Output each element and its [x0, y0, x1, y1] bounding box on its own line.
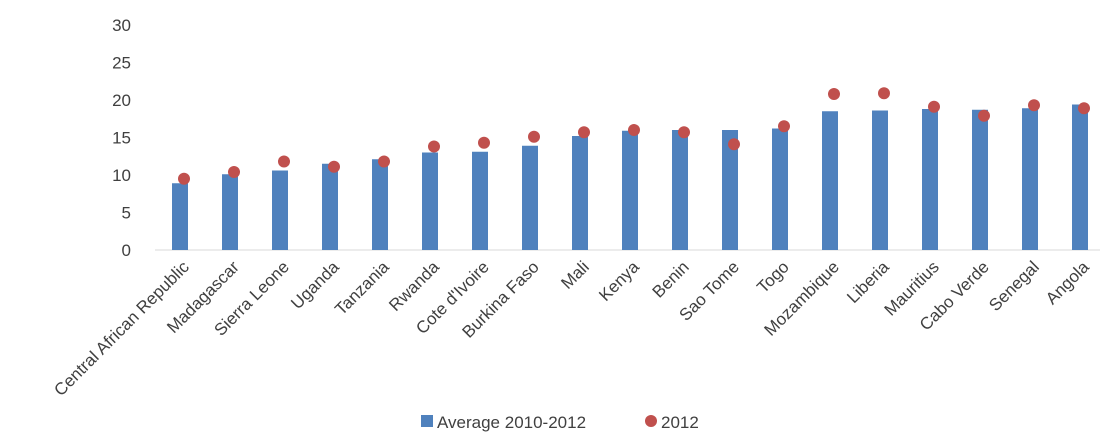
legend-label-2012: 2012 [661, 413, 699, 432]
y-tick-label: 0 [122, 241, 131, 260]
bar [522, 145, 538, 250]
marker-point [978, 109, 990, 122]
legend-swatch-average [421, 415, 433, 427]
x-tick-label: Kenya [595, 257, 643, 305]
bar [472, 151, 488, 250]
marker-point [378, 155, 390, 168]
marker-point [178, 172, 190, 185]
x-tick-label: Togo [753, 257, 793, 297]
marker-point [878, 87, 890, 100]
y-tick-label: 15 [112, 129, 131, 148]
x-tick-label: Benin [649, 257, 693, 301]
marker-point [528, 130, 540, 143]
bar [722, 130, 738, 250]
bar [822, 111, 838, 250]
bar [572, 136, 588, 250]
bar [622, 130, 638, 250]
x-axis-labels: Central African RepublicMadagascarSierra… [50, 257, 1093, 400]
marker-point [1028, 99, 1040, 112]
bar [222, 174, 238, 250]
y-tick-label: 25 [112, 54, 131, 73]
marker-point [928, 100, 940, 113]
bar [972, 109, 988, 250]
bar-series [172, 104, 1088, 250]
marker-point [428, 140, 440, 153]
marker-point [278, 155, 290, 168]
bar [372, 159, 388, 250]
bar [1022, 108, 1038, 250]
bar [272, 170, 288, 250]
y-tick-label: 10 [112, 166, 131, 185]
bar [872, 110, 888, 250]
y-axis: 0 5 10 15 20 25 30 [112, 16, 131, 260]
bar [1072, 104, 1088, 250]
marker-point [828, 88, 840, 100]
marker-point [228, 166, 240, 178]
bar [772, 128, 788, 250]
x-tick-label: Tanzania [331, 257, 393, 319]
marker-point [628, 124, 640, 136]
legend-swatch-2012 [645, 415, 657, 427]
y-tick-label: 20 [112, 91, 131, 110]
marker-point [1078, 102, 1090, 115]
y-tick-label: 30 [112, 16, 131, 35]
marker-series [178, 87, 1090, 185]
bar [422, 152, 438, 250]
y-tick-label: 5 [122, 204, 131, 223]
legend-label-average: Average 2010-2012 [437, 413, 586, 432]
marker-point [328, 160, 340, 173]
bar [322, 163, 338, 250]
marker-point [578, 126, 590, 139]
x-tick-label: Mali [557, 257, 592, 292]
x-tick-label: Senegal [985, 257, 1043, 315]
marker-point [478, 136, 490, 149]
x-tick-label: Liberia [843, 257, 893, 307]
bar [672, 130, 688, 250]
marker-point [728, 138, 740, 151]
legend: Average 2010-2012 2012 [421, 413, 699, 432]
marker-point [778, 120, 790, 133]
bar [172, 183, 188, 250]
x-tick-label: Angola [1042, 257, 1093, 308]
marker-point [678, 126, 690, 139]
bar [922, 109, 938, 250]
